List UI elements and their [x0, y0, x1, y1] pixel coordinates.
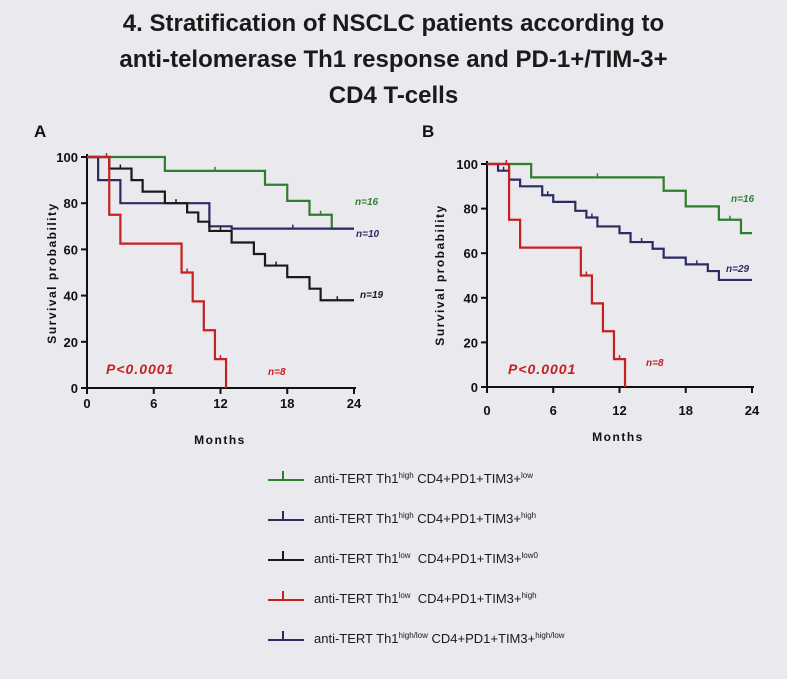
legend-prefix: anti-TERT Th1 [314, 631, 399, 646]
x-tick-label: 24 [745, 403, 760, 418]
y-tick-label: 60 [64, 242, 78, 257]
x-axis-label: Months [194, 433, 246, 447]
n-label: n=8 [646, 358, 664, 369]
legend-sup-1: high/low [398, 631, 428, 640]
legend-text: anti-TERT Th1low CD4+PD1+TIM3+low0 [314, 551, 538, 566]
legend-line-icon [268, 559, 304, 561]
x-axis-label: Months [592, 430, 644, 444]
legend-line-icon [268, 479, 304, 481]
y-axis-label: Survival probability [45, 202, 59, 343]
legend-mid: CD4+PD1+TIM3+ [413, 511, 521, 526]
legend-text: anti-TERT Th1high/low CD4+PD1+TIM3+high/… [314, 631, 565, 646]
legend-sup-1: high [398, 511, 414, 520]
n-label: n=16 [731, 194, 755, 205]
survival-curve-3 [87, 155, 354, 302]
censor-mark-icon [282, 591, 284, 599]
y-tick-label: 20 [64, 335, 78, 350]
legend-sup-1: high [398, 471, 414, 480]
legend-sup-2: high [520, 511, 537, 520]
title-line-1: 4. Stratification of NSCLC patients acco… [122, 10, 665, 37]
legend-line-icon [268, 519, 304, 521]
n-label: n=29 [726, 264, 750, 275]
censor-mark-icon [282, 511, 284, 519]
x-tick-label: 6 [550, 403, 557, 418]
legend-sup-2: high [521, 591, 537, 600]
x-tick-label: 6 [150, 396, 157, 411]
n-label: n=10 [356, 229, 380, 240]
legend-mid: CD4+PD1+TIM3+ [427, 631, 536, 646]
legend-mid: CD4+PD1+TIM3+ [410, 551, 522, 566]
legend-mid: CD4+PD1+TIM3+ [413, 471, 521, 486]
x-tick-label: 0 [483, 403, 490, 418]
panel-label: B [422, 122, 434, 141]
chart-panel-A: A 0 20 40 60 80 100 0 6 12 18 24 Months Survival prob… [34, 122, 384, 447]
y-tick-label: 0 [71, 381, 78, 396]
legend-prefix: anti-TERT Th1 [314, 511, 399, 526]
y-tick-label: 100 [456, 157, 478, 172]
y-tick-label: 40 [64, 289, 78, 304]
chart-panel-B: B 0 20 40 60 80 100 0 6 12 18 24 Months Survival prob… [422, 122, 760, 444]
n-label: n=19 [360, 290, 384, 301]
n-label: n=8 [268, 367, 286, 378]
x-tick-label: 24 [347, 396, 362, 411]
legend-prefix: anti-TERT Th1 [314, 551, 399, 566]
legend-sup-1: low [398, 591, 411, 600]
censor-mark-icon [282, 471, 284, 479]
y-tick-label: 60 [464, 246, 478, 261]
legend-text: anti-TERT Th1low CD4+PD1+TIM3+high [314, 591, 537, 606]
survival-curve-3 [487, 162, 627, 387]
x-tick-label: 18 [679, 403, 693, 418]
legend-line-icon [268, 599, 304, 601]
y-tick-label: 20 [464, 335, 478, 350]
y-tick-label: 40 [464, 291, 478, 306]
legend-mid: CD4+PD1+TIM3+ [410, 591, 522, 606]
y-tick-label: 80 [464, 202, 478, 217]
panel-label: A [34, 122, 46, 141]
survival-curve-2 [487, 162, 752, 282]
x-tick-label: 0 [83, 396, 90, 411]
censor-mark-icon [282, 631, 284, 639]
legend-sup-2: high/low [535, 631, 565, 640]
y-axis-label: Survival probability [433, 204, 447, 345]
y-tick-label: 80 [64, 196, 78, 211]
page-title: 4. Stratification of NSCLC patients acco… [0, 6, 787, 114]
legend-line-icon [268, 639, 304, 641]
survival-curve-1 [487, 162, 752, 235]
legend-sup-1: low [398, 551, 411, 560]
legend-sup-2: low0 [521, 551, 538, 560]
censor-mark-icon [282, 551, 284, 559]
legend-text: anti-TERT Th1high CD4+PD1+TIM3+low [314, 471, 533, 486]
x-tick-label: 18 [280, 396, 294, 411]
legend-prefix: anti-TERT Th1 [314, 471, 399, 486]
title-line-3: CD4 T-cells [328, 82, 459, 109]
p-value: P<0.0001 [508, 361, 576, 377]
x-tick-label: 12 [612, 403, 626, 418]
legend-prefix: anti-TERT Th1 [314, 591, 399, 606]
legend-text: anti-TERT Th1high CD4+PD1+TIM3+high [314, 511, 536, 526]
x-tick-label: 12 [213, 396, 227, 411]
y-tick-label: 100 [56, 150, 78, 165]
n-label: n=16 [355, 197, 379, 208]
y-tick-label: 0 [471, 380, 478, 395]
p-value: P<0.0001 [106, 361, 174, 377]
legend-sup-2: low [520, 471, 533, 480]
title-line-2: anti-telomerase Th1 response and PD-1+/T… [119, 46, 668, 73]
